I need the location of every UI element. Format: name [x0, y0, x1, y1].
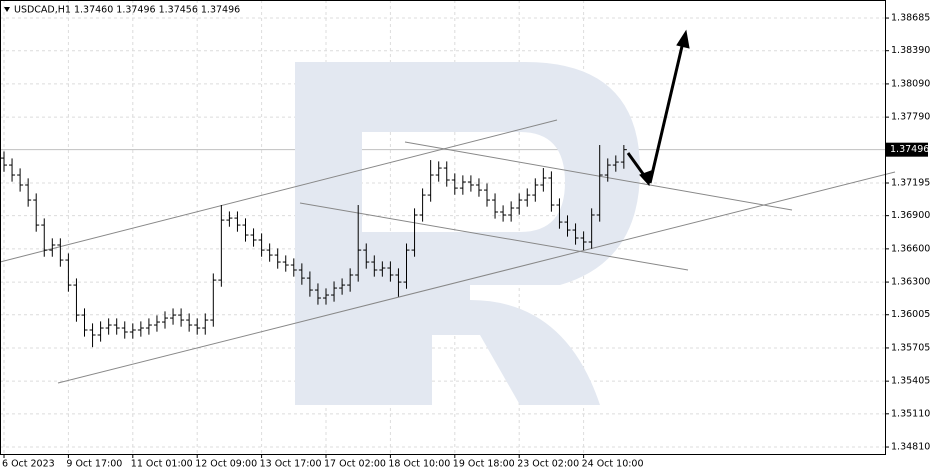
y-tick-label: 1.35110	[891, 408, 930, 419]
x-tick-label: 18 Oct 10:00	[388, 459, 450, 470]
y-tick-label: 1.36005	[891, 309, 930, 320]
watermark	[295, 62, 640, 405]
channel-descending-lower	[299, 202, 689, 271]
y-tick-label: 1.38090	[891, 78, 930, 89]
plot-frame	[0, 0, 886, 455]
trend-lines	[0, 119, 896, 384]
channel-upper	[0, 119, 558, 263]
x-tick-label: 23 Oct 02:00	[517, 459, 579, 470]
x-tick-label: 13 Oct 17:00	[260, 459, 322, 470]
x-tick-label: 12 Oct 09:00	[195, 459, 257, 470]
arrow-head	[676, 29, 690, 49]
arrow-up	[648, 41, 685, 184]
y-tick-label: 1.36300	[891, 277, 930, 288]
y-tick-label: 1.35705	[891, 342, 930, 353]
last-price-label: 1.37496	[890, 144, 929, 155]
y-tick-label: 1.37195	[891, 177, 930, 188]
y-tick-label: 1.38390	[891, 45, 930, 56]
menu-triangle	[4, 7, 10, 12]
y-tick-label: 1.35405	[891, 376, 930, 387]
chart-title: USDCAD,H1 1.37460 1.37496 1.37456 1.3749…	[14, 5, 240, 16]
x-tick-label: 24 Oct 10:00	[582, 459, 644, 470]
x-tick-label: 17 Oct 02:00	[324, 459, 386, 470]
x-tick-label: 6 Oct 2023	[2, 459, 55, 470]
y-tick-label: 1.34810	[891, 442, 930, 453]
x-tick-label: 9 Oct 17:00	[66, 459, 122, 470]
channel-lower	[57, 171, 896, 384]
y-tick-label: 1.38685	[891, 13, 930, 24]
y-tick-label: 1.36600	[891, 243, 930, 254]
channel-descending-upper	[404, 141, 793, 211]
forecast-arrows	[626, 29, 690, 187]
y-tick-label: 1.36900	[891, 210, 930, 221]
last-price-box	[886, 142, 928, 157]
y-tick-label: 1.37790	[891, 112, 930, 123]
x-tick-label: 11 Oct 01:00	[131, 459, 193, 470]
x-tick-label: 19 Oct 18:00	[453, 459, 515, 470]
